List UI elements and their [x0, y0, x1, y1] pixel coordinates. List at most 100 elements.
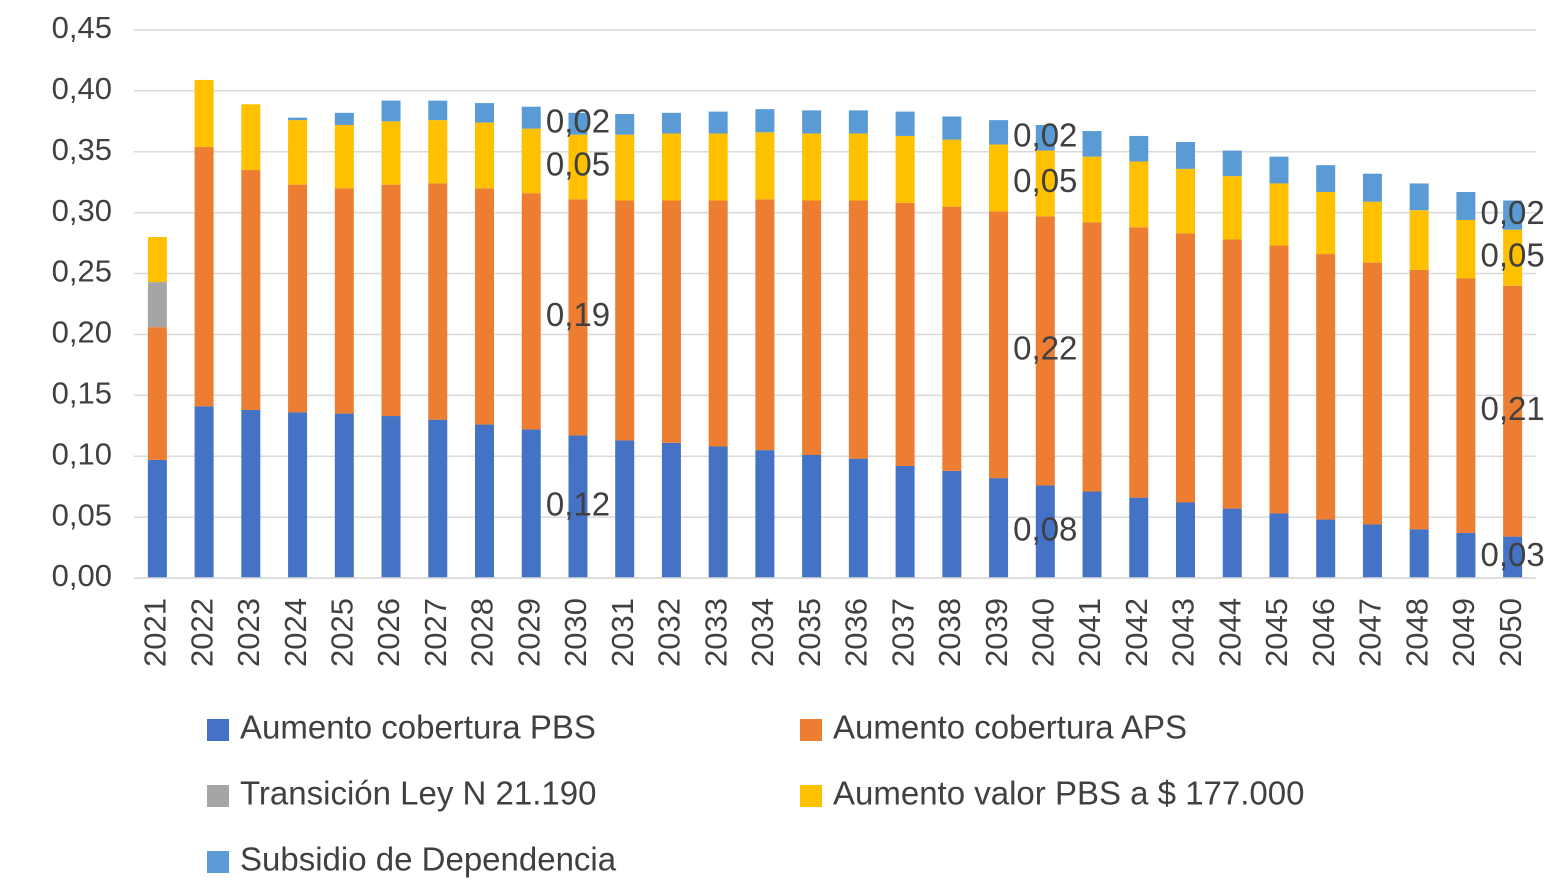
bar-segment: [381, 184, 401, 417]
bar-segment: [568, 134, 588, 200]
bar-segment: [848, 200, 868, 459]
bar-segment: [194, 79, 214, 147]
bar-segment: [381, 121, 401, 185]
bar-segment: [848, 110, 868, 134]
bar-segment: [1316, 254, 1336, 520]
legend-label: Subsidio de Dependencia: [240, 841, 617, 878]
bar-segment: [1456, 532, 1476, 578]
bar-segment: [428, 120, 448, 184]
data-label: 0,19: [546, 296, 610, 333]
bar-segment: [1503, 285, 1523, 537]
bar-segment: [755, 109, 775, 133]
x-tick-label: 2036: [839, 598, 874, 667]
x-tick-label: 2039: [979, 598, 1014, 667]
x-tick-label: 2023: [231, 598, 266, 667]
bar-segment: [1362, 173, 1382, 202]
legend-label: Aumento cobertura APS: [833, 709, 1187, 746]
legend-label: Aumento cobertura PBS: [240, 709, 596, 746]
x-tick-label: 2037: [885, 598, 920, 667]
bar-segment: [1222, 508, 1242, 578]
bar-segment: [615, 134, 635, 201]
bar-segment: [708, 446, 728, 578]
data-label: 0,02: [1013, 116, 1077, 153]
bar-segment: [1269, 156, 1289, 184]
x-tick-label: 2029: [511, 598, 546, 667]
x-tick-label: 2043: [1166, 598, 1201, 667]
x-tick-label: 2044: [1212, 598, 1247, 667]
bar-segment: [288, 412, 308, 578]
legend-swatch: [207, 851, 229, 873]
bar-segment: [147, 459, 167, 578]
x-tick-label: 2021: [138, 598, 173, 667]
bar-segment: [1176, 168, 1195, 234]
bar-segment: [1316, 165, 1336, 192]
data-label: 0,21: [1481, 390, 1545, 427]
bar-segment: [1035, 216, 1055, 486]
bar-segment: [615, 200, 635, 441]
x-tick-label: 2041: [1072, 598, 1107, 667]
bar-segment: [661, 200, 681, 443]
bar-segment: [989, 211, 1009, 479]
data-label: 0,05: [1013, 162, 1077, 199]
bar-segment: [848, 133, 868, 201]
y-tick-label: 0,15: [52, 376, 112, 411]
bar-segment: [194, 406, 214, 578]
bar-segment: [895, 202, 915, 466]
y-tick-label: 0,25: [52, 254, 112, 289]
bar-segment: [568, 112, 588, 135]
bar-segment: [989, 478, 1009, 578]
bar-segment: [1362, 201, 1382, 263]
legend-swatch: [800, 719, 822, 741]
x-tick-label: 2032: [652, 598, 687, 667]
bar-segment: [1362, 524, 1382, 578]
y-tick-label: 0,20: [52, 315, 112, 350]
bar-segment: [475, 424, 494, 578]
bar-segment: [147, 237, 167, 283]
bar-segment: [802, 455, 822, 578]
bar-segment: [1129, 497, 1149, 578]
x-tick-label: 2035: [792, 598, 827, 667]
bar-segment: [802, 110, 822, 134]
bar-segment: [1082, 156, 1102, 223]
bar-segment: [1503, 200, 1523, 230]
x-tick-label: 2026: [371, 598, 406, 667]
x-tick-label: 2042: [1119, 598, 1154, 667]
bar-segment: [942, 470, 962, 578]
bar-segment: [428, 419, 448, 578]
bar-segment: [1269, 245, 1289, 514]
bar-segment: [428, 183, 448, 420]
bar-segment: [147, 327, 167, 460]
bar-segment: [1129, 227, 1149, 498]
bar-segment: [568, 199, 588, 436]
bar-segment: [381, 416, 401, 578]
bar-segment: [288, 184, 308, 413]
bar-segment: [288, 117, 308, 121]
bar-segment: [334, 112, 354, 125]
bar-segment: [1503, 536, 1523, 578]
bar-segment: [147, 282, 167, 328]
bar-segment: [1409, 529, 1429, 578]
x-tick-label: 2024: [278, 598, 313, 667]
x-tick-label: 2040: [1025, 598, 1060, 667]
bar-segment: [428, 100, 448, 121]
x-tick-label: 2031: [605, 598, 640, 667]
bar-segment: [1362, 262, 1382, 525]
x-tick-label: 2030: [558, 598, 593, 667]
x-tick-label: 2050: [1493, 598, 1528, 667]
x-tick-label: 2046: [1306, 598, 1341, 667]
x-tick-label: 2022: [184, 598, 219, 667]
data-label: 0,02: [1481, 194, 1545, 231]
x-tick-label: 2038: [932, 598, 967, 667]
x-tick-label: 2047: [1353, 598, 1388, 667]
bar-segment: [1035, 485, 1055, 578]
x-tick-label: 2048: [1399, 598, 1434, 667]
bar-segment: [1222, 239, 1242, 509]
bar-segment: [755, 199, 775, 451]
bar-segment: [1456, 191, 1476, 220]
bar-segment: [1222, 150, 1242, 177]
bar-segment: [194, 146, 214, 407]
bar-segment: [989, 144, 1009, 212]
bar-segment: [1176, 502, 1195, 578]
bar-segment: [475, 188, 494, 425]
